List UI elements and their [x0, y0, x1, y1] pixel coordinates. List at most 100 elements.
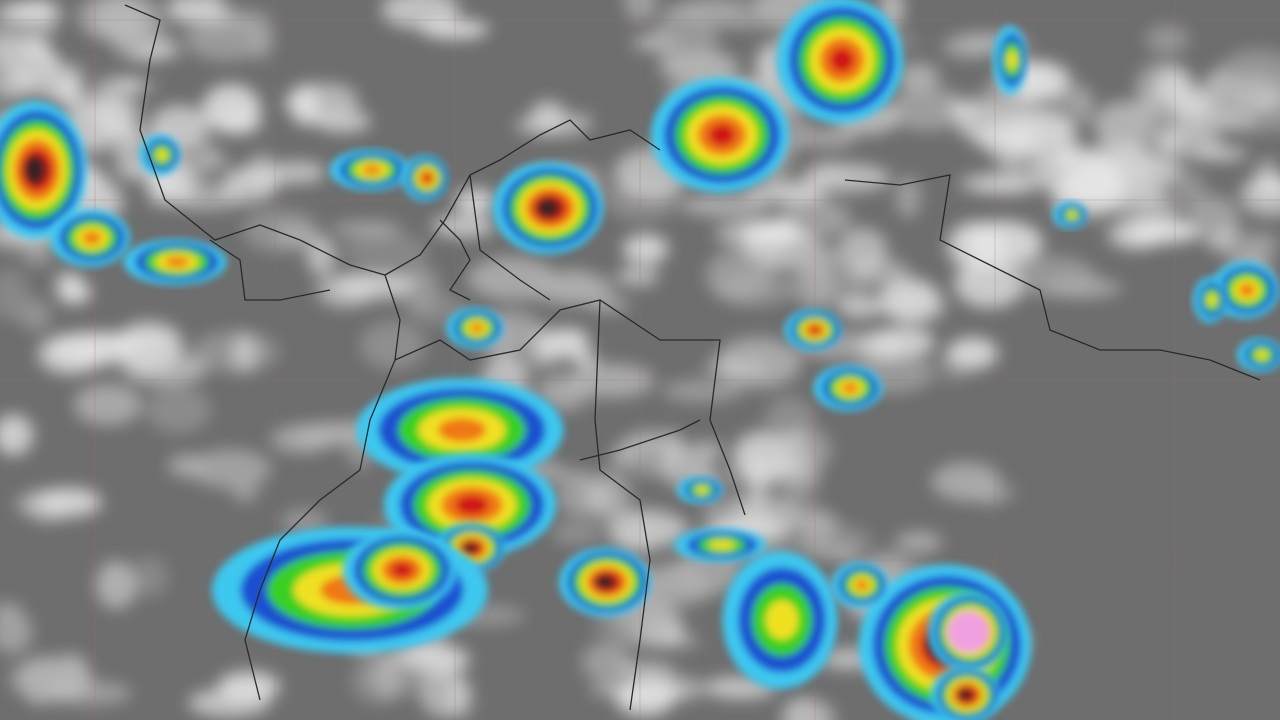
cloud: [133, 556, 168, 598]
cloud: [248, 11, 275, 62]
cloud: [0, 414, 34, 456]
cloud: [715, 337, 802, 389]
cloud: [221, 11, 263, 25]
storm-cell: [677, 476, 723, 504]
cloud: [954, 259, 1025, 308]
cloud: [60, 97, 142, 117]
cloud: [1150, 218, 1199, 242]
cloud: [467, 256, 557, 301]
cloud: [167, 454, 207, 478]
storm-ring: [82, 231, 102, 245]
cloud: [420, 19, 490, 40]
storm-cell: [992, 25, 1028, 95]
coastlines-borders: [124, 4, 1261, 711]
cloud: [770, 188, 829, 205]
storm-cell: [813, 365, 883, 411]
cloud: [378, 649, 405, 664]
cloud: [662, 379, 744, 403]
storm-cell: [930, 666, 1000, 720]
storm-ring: [695, 486, 709, 494]
storm-cell: [446, 307, 504, 349]
storm-ring: [390, 562, 414, 578]
cloud: [23, 79, 60, 95]
storm-ring: [422, 173, 432, 183]
cloud: [217, 671, 280, 702]
storm-ring: [708, 123, 736, 147]
storm-cell: [674, 527, 766, 563]
storm-cell: [1192, 277, 1228, 323]
storm-cell: [784, 309, 842, 351]
border-line: [844, 174, 1261, 381]
cloud: [879, 277, 940, 321]
cloud: [959, 172, 1046, 194]
storm-cell: [559, 547, 651, 617]
cloud: [785, 699, 837, 720]
storm-cell: [722, 551, 838, 689]
cloud: [114, 320, 184, 372]
storm-ring: [1007, 50, 1017, 70]
cloud: [977, 118, 1054, 160]
cloud: [623, 0, 657, 23]
cloud: [733, 496, 798, 521]
storm-cell: [927, 591, 1009, 673]
cloud: [584, 471, 632, 520]
cloud: [878, 326, 934, 356]
cloud: [336, 270, 414, 301]
border-line: [209, 239, 331, 301]
cloud: [232, 333, 257, 373]
cloud: [58, 653, 89, 694]
storm-cell: [123, 239, 227, 285]
storm-core: [536, 198, 560, 218]
storm-ring: [855, 579, 869, 591]
cloud: [957, 482, 1018, 502]
storm-ring: [470, 323, 484, 333]
cloud: [167, 2, 234, 21]
border-line: [469, 174, 551, 301]
cloud: [306, 235, 336, 276]
cloud: [780, 489, 819, 531]
cloud: [1069, 174, 1122, 213]
cloud: [1044, 277, 1123, 299]
cloud: [1216, 49, 1280, 101]
border-line: [244, 274, 401, 701]
cloud: [547, 268, 602, 303]
cloud: [359, 320, 427, 370]
cloud: [616, 662, 676, 678]
cloud: [201, 84, 261, 134]
cloud: [95, 560, 138, 609]
storm-core: [462, 542, 478, 554]
cloud: [679, 193, 770, 217]
cloud: [1254, 158, 1280, 199]
cloud: [975, 84, 1014, 125]
storm-ring: [1207, 293, 1217, 307]
storm-cell: [831, 562, 889, 608]
storm-cell: [1210, 261, 1280, 319]
cloud: [569, 111, 594, 130]
cloud: [1051, 118, 1078, 165]
cloud: [453, 188, 497, 214]
cloud: [808, 257, 868, 303]
cloud: [201, 154, 229, 168]
cloud: [24, 2, 51, 20]
storm-cell: [383, 453, 557, 557]
storm-ring: [708, 540, 736, 550]
cloud: [651, 12, 719, 64]
border-line: [594, 299, 651, 711]
cloud: [130, 41, 182, 61]
storm-cell: [1052, 201, 1088, 229]
cloud: [747, 455, 770, 504]
storm-cell: [356, 378, 564, 482]
cloud: [446, 677, 474, 719]
cloud: [947, 337, 999, 370]
cloud: [50, 331, 135, 367]
storm-cell: [329, 149, 411, 191]
cloud: [73, 383, 142, 426]
cloud: [1015, 114, 1060, 128]
cloud: [1191, 195, 1240, 247]
cloud: [220, 169, 276, 205]
cloud: [571, 363, 655, 398]
cloud: [280, 509, 329, 535]
storm-ring: [165, 256, 189, 268]
storm-ring: [1255, 350, 1269, 360]
